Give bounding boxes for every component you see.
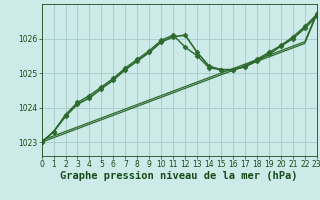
X-axis label: Graphe pression niveau de la mer (hPa): Graphe pression niveau de la mer (hPa) bbox=[60, 171, 298, 181]
